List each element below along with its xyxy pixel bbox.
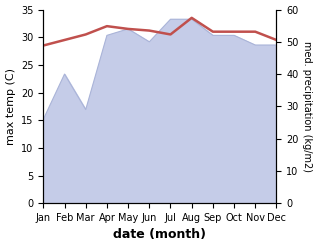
X-axis label: date (month): date (month) [114,228,206,242]
Y-axis label: max temp (C): max temp (C) [5,68,16,145]
Y-axis label: med. precipitation (kg/m2): med. precipitation (kg/m2) [302,41,313,172]
